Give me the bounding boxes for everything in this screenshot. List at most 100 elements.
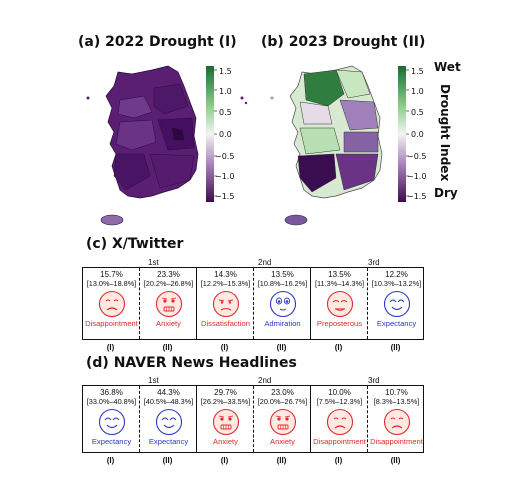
emotion-label: Admiration [264, 319, 301, 328]
emotion-label: Expectancy [148, 437, 189, 446]
drought-group-label: (I) [220, 456, 229, 465]
drought-group-label: (II) [390, 456, 401, 465]
jeju-island [100, 214, 124, 226]
emotion-cell: 15.7% [13.0%–18.8%] Disappointment [83, 268, 140, 339]
drought-group-label: (I) [106, 343, 115, 352]
emotion-cell: 23.3% [20.2%–26.8%] Anxiety [140, 268, 197, 339]
emotion-percent: 13.5% [328, 270, 351, 279]
emotion-cell: 23.0% [20.0%–26.7%] Anxiety [254, 386, 311, 452]
emotion-cell: 13.5% [10.8%–16.2%] Admiration [254, 268, 311, 339]
emotion-percent: 13.5% [271, 270, 294, 279]
drought-group-label: (I) [106, 456, 115, 465]
colorbar-tick: −0.5 [407, 152, 427, 161]
dry-label: Dry [434, 186, 458, 200]
emotion-label: Anxiety [270, 437, 295, 446]
colorbar-tick: 1.5 [411, 67, 424, 76]
emotion-cell: 29.7% [26.2%–33.5%] Anxiety [197, 386, 254, 452]
emotion-confidence-interval: [11.3%–14.3%] [315, 279, 364, 288]
drought-index-label: Drought Index [438, 84, 452, 182]
drought-group-label: (II) [276, 456, 287, 465]
disappointment-face-icon [383, 408, 410, 436]
emotion-label: Preposterous [316, 319, 363, 328]
admiration-face-icon [269, 290, 296, 318]
anxiety-face-icon [212, 408, 239, 436]
emotion-cell: 10.0% [7.5%–12.3%] Disappointment [311, 386, 368, 452]
panel-a-title: (a) 2022 Drought (I) [78, 34, 237, 50]
naver-emotion-table: 36.8% [33.0%–40.8%] Expectancy 44.3% [40.5%–… [82, 385, 424, 453]
rank-label: 1st [148, 258, 159, 267]
emotion-percent: 10.7% [385, 388, 408, 397]
rank-label: 3rd [368, 376, 380, 385]
emotion-confidence-interval: [10.3%–13.2%] [371, 279, 422, 288]
colorbar-tick: 0.5 [219, 108, 232, 117]
colorbar-tick: 1.5 [219, 67, 232, 76]
drought-group-label: (I) [334, 456, 343, 465]
emotion-percent: 23.0% [271, 388, 294, 397]
disappointment-face-icon [326, 408, 353, 436]
emotion-confidence-interval: [7.5%–12.3%] [316, 397, 363, 406]
emotion-label: Disappointment [313, 437, 366, 446]
emotion-cell: 44.3% [40.5%–48.3%] Expectancy [140, 386, 197, 452]
rank-label: 1st [148, 376, 159, 385]
expectancy-face-icon [383, 290, 410, 318]
emotion-label: Dissatisfaction [201, 319, 250, 328]
drought-group-label: (II) [162, 343, 173, 352]
colorbar-tick: −1.0 [407, 172, 427, 181]
drought-group-label: (II) [390, 343, 401, 352]
drought-group-label: (II) [162, 456, 173, 465]
twitter-title: (c) X/Twitter [86, 236, 184, 252]
expectancy-face-icon [155, 408, 182, 436]
emotion-confidence-interval: [8.3%–13.5%] [373, 397, 420, 406]
emotion-label: Expectancy [91, 437, 132, 446]
emotion-cell: 14.3% [12.2%–15.3%] Dissatisfaction [197, 268, 254, 339]
colorbar-tick: 0.5 [411, 108, 424, 117]
drought-group-label: (I) [220, 343, 229, 352]
emotion-label: Expectancy [376, 319, 417, 328]
emotion-percent: 10.0% [328, 388, 351, 397]
emotion-label: Disappointment [370, 437, 423, 446]
drought-group-label: (II) [276, 343, 287, 352]
emotion-cell: 13.5% [11.3%–14.3%] Preposterous [311, 268, 368, 339]
colorbar-tick: 1.0 [219, 87, 232, 96]
colorbar-tick: −1.5 [407, 192, 427, 201]
emotion-confidence-interval: [10.8%–16.2%] [257, 279, 308, 288]
expectancy-face-icon [98, 408, 125, 436]
colorbar [206, 66, 214, 202]
emotion-percent: 12.2% [385, 270, 408, 279]
panel-b-title: (b) 2023 Drought (II) [261, 34, 426, 50]
colorbar-tick: −0.5 [215, 152, 235, 161]
anxiety-face-icon [269, 408, 296, 436]
emotion-cell: 36.8% [33.0%–40.8%] Expectancy [83, 386, 140, 452]
disappointment-face-icon [98, 290, 125, 318]
colorbar-tick: −1.5 [215, 192, 235, 201]
emotion-percent: 36.8% [100, 388, 123, 397]
twitter-emotion-table: 15.7% [13.0%–18.8%] Disappointment 23.3% [20… [82, 267, 424, 340]
colorbar-tick: 0.0 [411, 130, 424, 139]
emotion-confidence-interval: [40.5%–48.3%] [143, 397, 194, 406]
dissatisfaction-face-icon [212, 290, 239, 318]
emotion-confidence-interval: [33.0%–40.8%] [86, 397, 137, 406]
emotion-confidence-interval: [12.2%–15.3%] [200, 279, 251, 288]
emotion-percent: 44.3% [157, 388, 180, 397]
emotion-confidence-interval: [13.0%–18.8%] [86, 279, 137, 288]
colorbar-tick: 1.0 [411, 87, 424, 96]
naver-title: (d) NAVER News Headlines [86, 355, 297, 371]
map-2022-drought [86, 65, 248, 226]
emotion-confidence-interval: [20.2%–26.8%] [143, 279, 194, 288]
emotion-confidence-interval: [26.2%–33.5%] [200, 397, 251, 406]
colorbar [398, 66, 406, 202]
emotion-cell: 10.7% [8.3%–13.5%] Disappointment [368, 386, 425, 452]
emotion-cell: 12.2% [10.3%–13.2%] Expectancy [368, 268, 425, 339]
map-2023-drought [270, 65, 409, 226]
emotion-confidence-interval: [20.0%–26.7%] [257, 397, 308, 406]
emotion-label: Disappointment [85, 319, 138, 328]
colorbar-tick: −1.0 [215, 172, 235, 181]
rank-label: 2nd [258, 376, 272, 385]
emotion-label: Anxiety [213, 437, 238, 446]
emotion-percent: 15.7% [100, 270, 123, 279]
emotion-percent: 29.7% [214, 388, 237, 397]
jeju-island [284, 214, 308, 226]
anxiety-face-icon [155, 290, 182, 318]
emotion-label: Anxiety [156, 319, 181, 328]
emotion-percent: 14.3% [214, 270, 237, 279]
